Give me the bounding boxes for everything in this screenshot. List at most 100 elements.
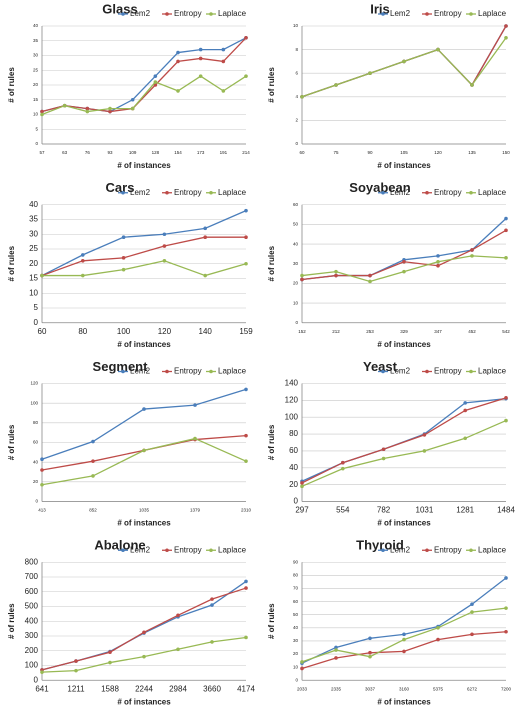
- y-tick-label: 20: [293, 651, 299, 656]
- legend-marker: [121, 190, 125, 195]
- point: [130, 106, 135, 111]
- y-tick-label: 0: [295, 320, 298, 325]
- legend-label: Entropy: [174, 367, 202, 376]
- x-axis-title: # of instances: [377, 161, 431, 170]
- legend-marker: [381, 190, 385, 195]
- y-tick-label: 80: [33, 420, 39, 425]
- chart-panel: Thyroid 0 10 20 30 40 50 60 70 80 90 2033 2335 3037 31…: [267, 538, 511, 707]
- point: [244, 635, 248, 640]
- y-tick-label: 30: [293, 261, 299, 266]
- point: [40, 482, 44, 487]
- point: [381, 456, 386, 461]
- legend-marker: [381, 12, 385, 16]
- point: [244, 459, 248, 463]
- y-axis-title: # of rules: [7, 424, 16, 460]
- point: [198, 56, 203, 61]
- x-tick-label: 154: [174, 150, 182, 155]
- y-tick-label: 25: [33, 67, 39, 72]
- y-tick-label: 20: [29, 259, 38, 268]
- point: [81, 259, 85, 263]
- point: [334, 656, 338, 660]
- legend-marker: [469, 190, 473, 195]
- point: [381, 447, 386, 452]
- point: [221, 47, 226, 52]
- x-axis-title: # of instances: [117, 697, 171, 706]
- y-tick-label: 40: [293, 625, 299, 630]
- y-tick-label: 120: [285, 395, 299, 404]
- series-line: [301, 37, 507, 98]
- point: [504, 228, 508, 233]
- legend-label: Entropy: [434, 188, 462, 197]
- y-tick-label: 0: [34, 675, 39, 684]
- point: [504, 418, 508, 423]
- legend-marker: [165, 190, 169, 195]
- y-tick-label: 8: [295, 47, 298, 52]
- x-tick-label: 173: [197, 150, 205, 155]
- chart-title: Segment: [93, 359, 149, 374]
- point: [40, 109, 44, 114]
- point: [341, 466, 345, 471]
- series-line: [41, 210, 247, 277]
- legend-label: Laplace: [218, 188, 247, 197]
- x-tick-label: 2033: [297, 686, 308, 691]
- chart-panel: Abalone 0 100 200 300 400 500 600 700 800 641 1211 1…: [7, 538, 255, 707]
- point: [203, 273, 207, 278]
- point: [334, 648, 338, 652]
- legend-marker: [165, 548, 169, 553]
- y-tick-label: 35: [33, 38, 39, 43]
- point: [40, 112, 44, 117]
- x-axis-title: # of instances: [377, 340, 431, 349]
- x-tick-label: 60: [299, 150, 305, 155]
- legend-label: Lem2: [390, 367, 411, 376]
- y-tick-label: 10: [293, 300, 299, 305]
- point: [176, 50, 180, 55]
- x-tick-label: 641: [35, 684, 49, 693]
- point: [130, 97, 135, 102]
- x-tick-label: 80: [78, 327, 87, 336]
- x-tick-label: 120: [158, 327, 172, 336]
- x-tick-label: 1031: [416, 506, 434, 515]
- point: [368, 636, 372, 641]
- legend-marker: [425, 190, 429, 195]
- point: [368, 654, 372, 659]
- point: [504, 396, 508, 400]
- legend-marker: [165, 369, 169, 374]
- point: [121, 267, 126, 272]
- point: [221, 89, 226, 93]
- point: [402, 269, 406, 274]
- y-tick-label: 800: [25, 557, 39, 566]
- y-tick-label: 20: [293, 281, 299, 286]
- chart-title: Yeast: [363, 359, 398, 374]
- point: [108, 650, 112, 655]
- x-tick-label: 109: [129, 150, 137, 155]
- point: [108, 106, 112, 111]
- y-tick-label: 400: [25, 616, 39, 625]
- legend-marker: [425, 12, 429, 16]
- point: [436, 263, 440, 268]
- legend-label: Lem2: [390, 188, 411, 197]
- y-tick-label: 500: [25, 602, 39, 611]
- y-axis-title: # of rules: [7, 67, 16, 103]
- point: [334, 645, 338, 650]
- y-tick-label: 5: [34, 303, 39, 312]
- point: [142, 630, 146, 635]
- x-tick-label: 57: [39, 150, 45, 155]
- x-tick-label: 76: [85, 150, 91, 155]
- y-tick-label: 20: [289, 480, 298, 489]
- legend-marker: [469, 12, 473, 16]
- chart-title: Cars: [106, 180, 135, 195]
- point: [142, 407, 146, 411]
- point: [341, 460, 345, 465]
- point: [504, 576, 508, 580]
- y-tick-label: 700: [25, 572, 39, 581]
- y-tick-label: 100: [25, 661, 39, 670]
- point: [436, 626, 440, 630]
- y-tick-label: 0: [294, 497, 299, 506]
- point: [300, 277, 304, 282]
- x-tick-label: 1211: [67, 684, 85, 693]
- point: [203, 226, 207, 231]
- chart-panel: Segment 0 20 40 60 80 100 120 413 852 1035 1379 2310…: [7, 359, 251, 528]
- y-tick-label: 300: [25, 631, 39, 640]
- y-tick-label: 40: [293, 241, 299, 246]
- chart-panel: Yeast 0 20 40 60 80 100 120 140 297 554 782 1031 1281…: [267, 359, 515, 528]
